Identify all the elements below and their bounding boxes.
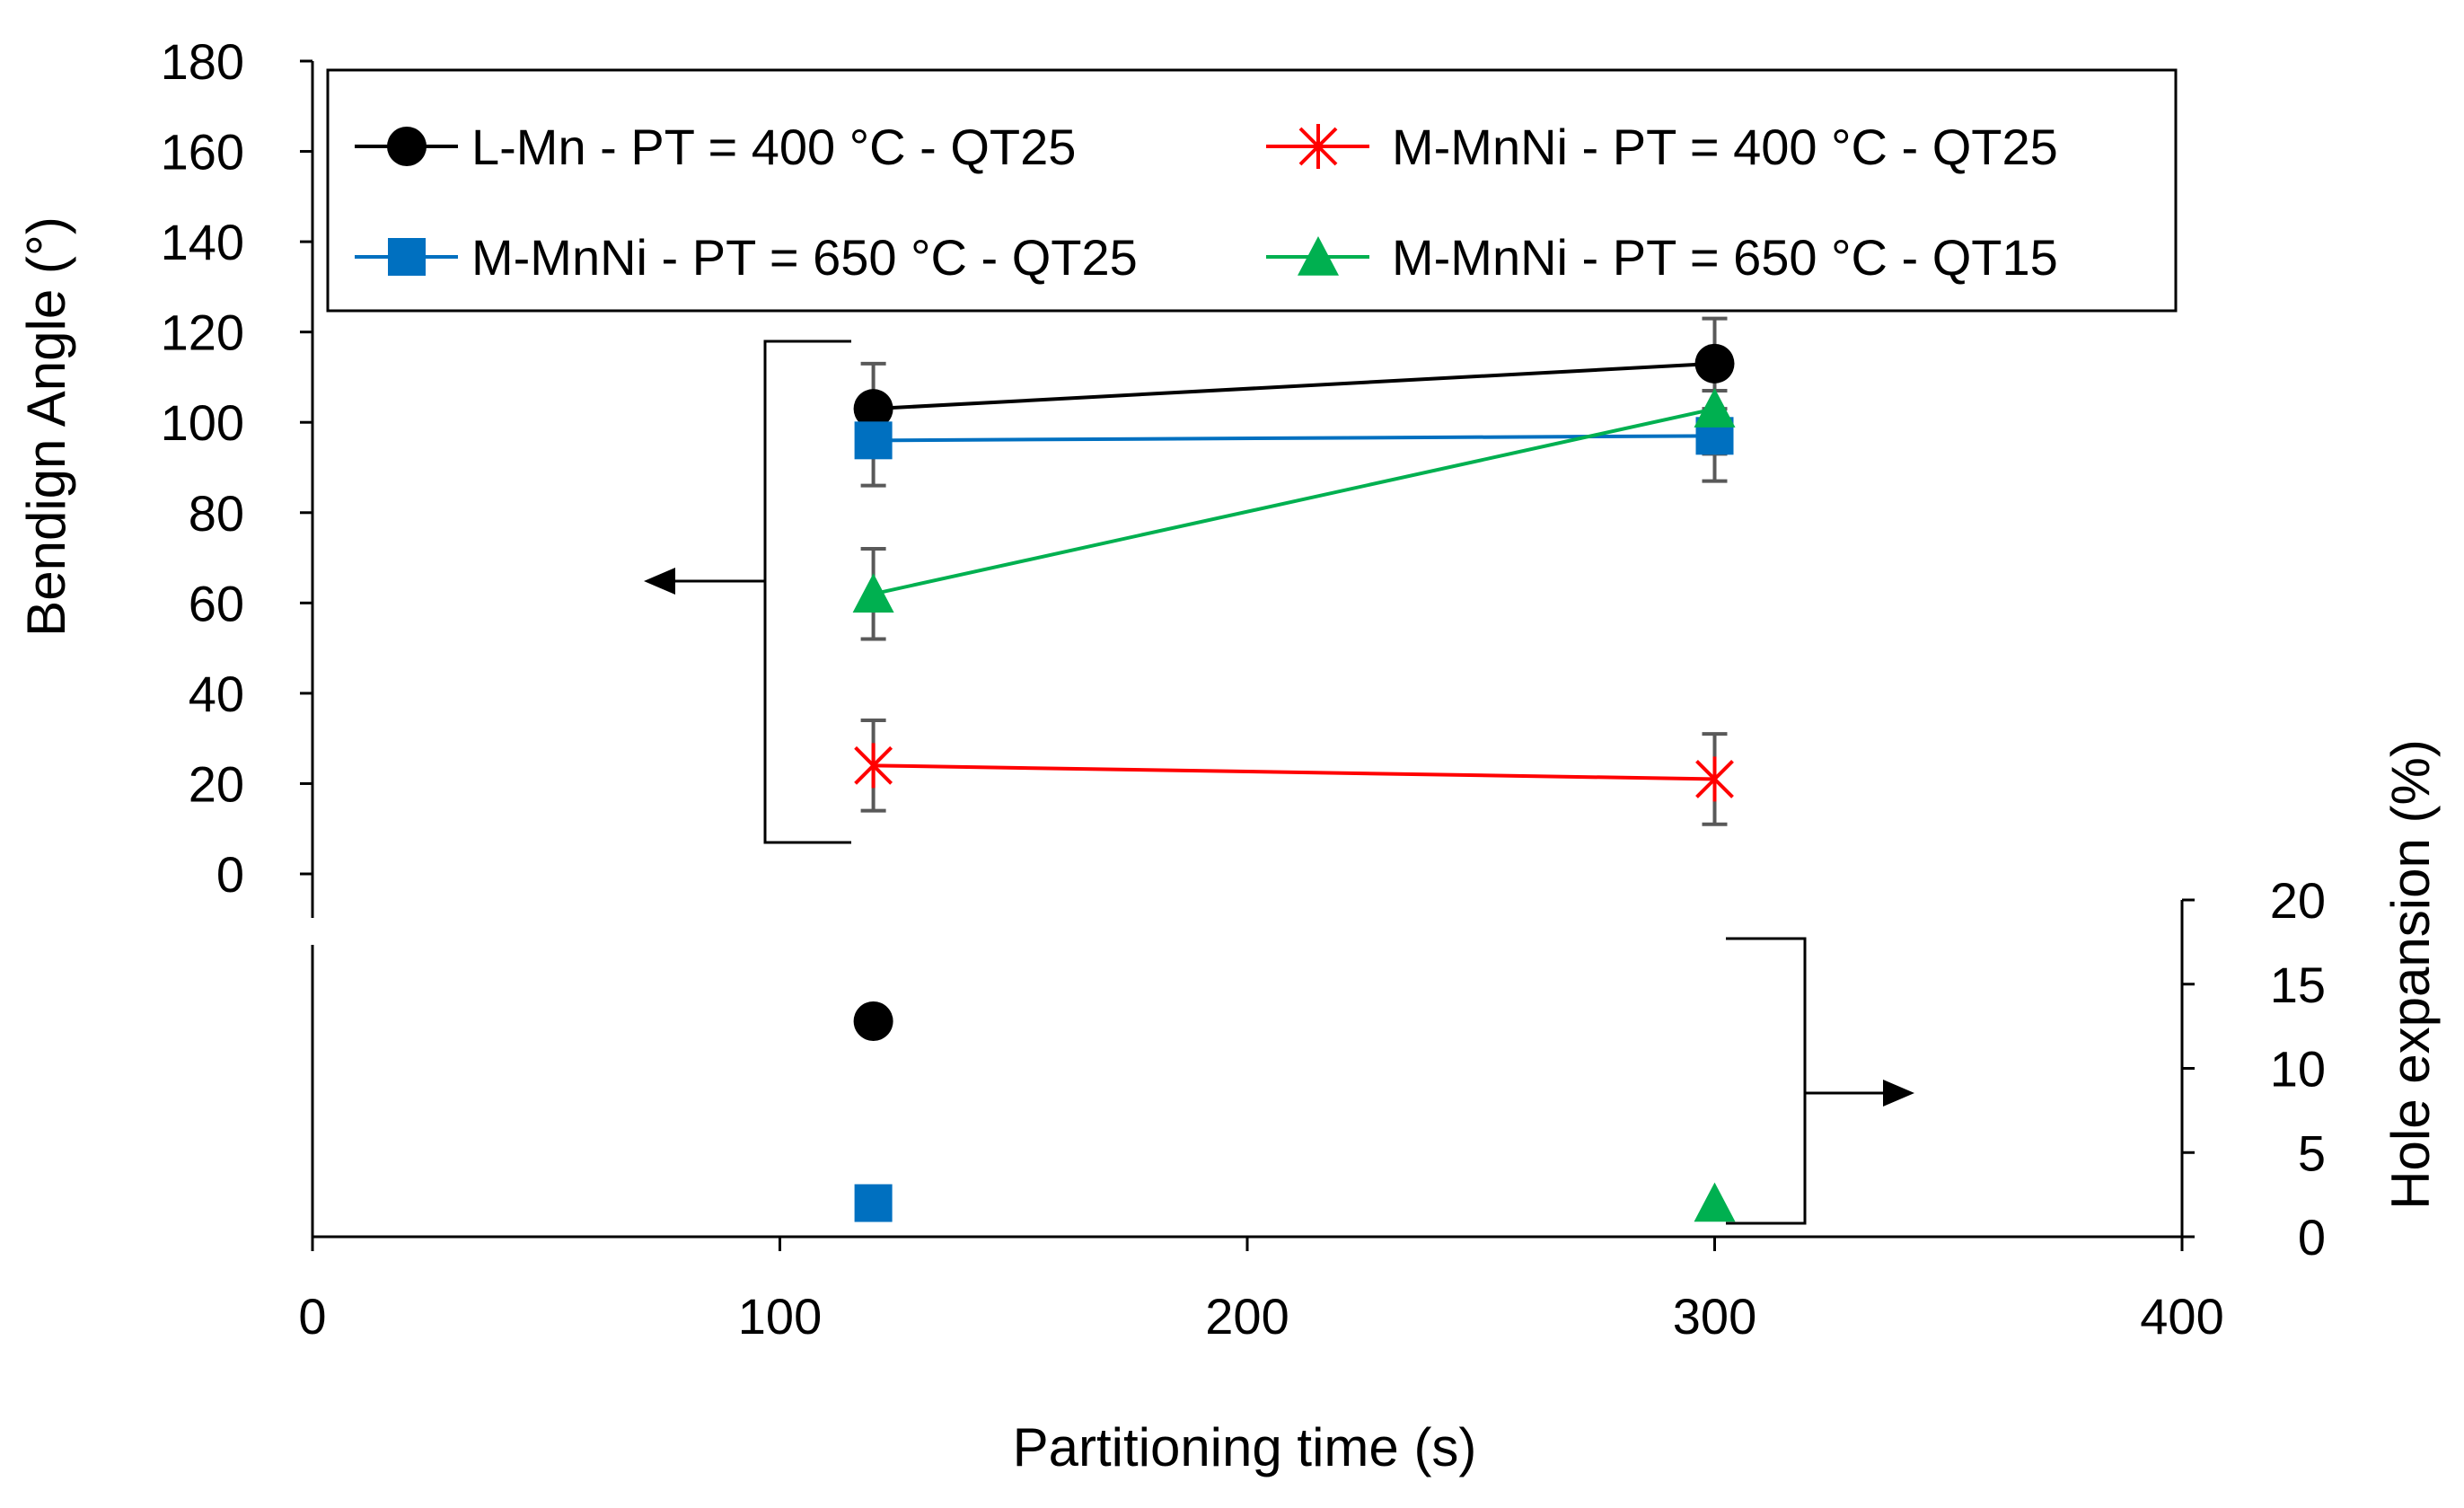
y-left-tick-label: 0 xyxy=(216,846,244,903)
y-left-tick-label: 100 xyxy=(161,394,244,451)
y-left-tick-label: 140 xyxy=(161,214,244,270)
bending-point-0 xyxy=(1694,343,1735,384)
x-tick-label: 200 xyxy=(1205,1288,1289,1345)
series-line-3 xyxy=(873,407,1715,596)
hole-expansion-point-0 xyxy=(853,1001,893,1041)
legend-marker xyxy=(1298,124,1338,169)
legend-marker xyxy=(388,238,426,276)
legend-label: M-MnNi - PT = 650 °C - QT25 xyxy=(471,229,1138,286)
bending-point-1 xyxy=(854,743,893,789)
right-group-bracket xyxy=(1726,937,1807,1225)
y-right-tick-label: 5 xyxy=(2298,1124,2326,1181)
hole-expansion-point-2 xyxy=(854,1184,893,1222)
y-axis-left-title: Bendign Angle (°) xyxy=(16,216,76,637)
y-right-tick-label: 15 xyxy=(2270,957,2326,1013)
y-right-tick-label: 10 xyxy=(2270,1041,2326,1098)
legend-label: L-Mn - PT = 400 °C - QT25 xyxy=(471,119,1076,175)
y-left-tick-label: 80 xyxy=(189,485,244,542)
bending-point-0 xyxy=(853,389,893,429)
x-tick-label: 100 xyxy=(738,1288,822,1345)
y-left-tick-label: 40 xyxy=(189,666,244,722)
series-line-1 xyxy=(873,763,1715,781)
legend-marker xyxy=(1298,236,1339,276)
legend: L-Mn - PT = 400 °C - QT25 M-MnNi - PT = 4… xyxy=(326,68,2178,313)
bending-point-1 xyxy=(1695,756,1734,802)
x-tick-label: 400 xyxy=(2140,1288,2223,1345)
left-arrow-head xyxy=(644,568,675,595)
legend-marker xyxy=(387,127,427,166)
bending-point-2 xyxy=(854,421,893,460)
series-line-2 xyxy=(873,434,1715,443)
right-arrow-head xyxy=(1883,1080,1914,1107)
y-axis-right-title: Hole expansion (%) xyxy=(2380,739,2441,1210)
y-left-tick-label: 180 xyxy=(161,33,244,90)
y-right-tick-label: 0 xyxy=(2298,1209,2326,1265)
x-axis-title: Partitioning time (s) xyxy=(1013,1417,1477,1477)
legend-label: M-MnNi - PT = 400 °C - QT25 xyxy=(1392,119,2058,175)
x-tick-label: 0 xyxy=(298,1288,326,1345)
y-left-tick-label: 120 xyxy=(161,304,244,361)
left-group-bracket xyxy=(763,340,851,844)
series-line-0 xyxy=(873,361,1715,411)
series-layer xyxy=(852,316,1736,1222)
y-left-tick-label: 60 xyxy=(189,575,244,631)
x-tick-label: 300 xyxy=(1673,1288,1756,1345)
hole-expansion-point-3 xyxy=(1694,1182,1736,1222)
legend-box xyxy=(326,68,2178,313)
bending-point-3 xyxy=(1694,388,1736,428)
legend-label: M-MnNi - PT = 650 °C - QT15 xyxy=(1392,229,2058,286)
y-right-tick-label: 20 xyxy=(2270,872,2326,929)
y-left-tick-label: 160 xyxy=(161,124,244,181)
bending-point-3 xyxy=(852,573,894,613)
y-left-tick-label: 20 xyxy=(189,755,244,812)
